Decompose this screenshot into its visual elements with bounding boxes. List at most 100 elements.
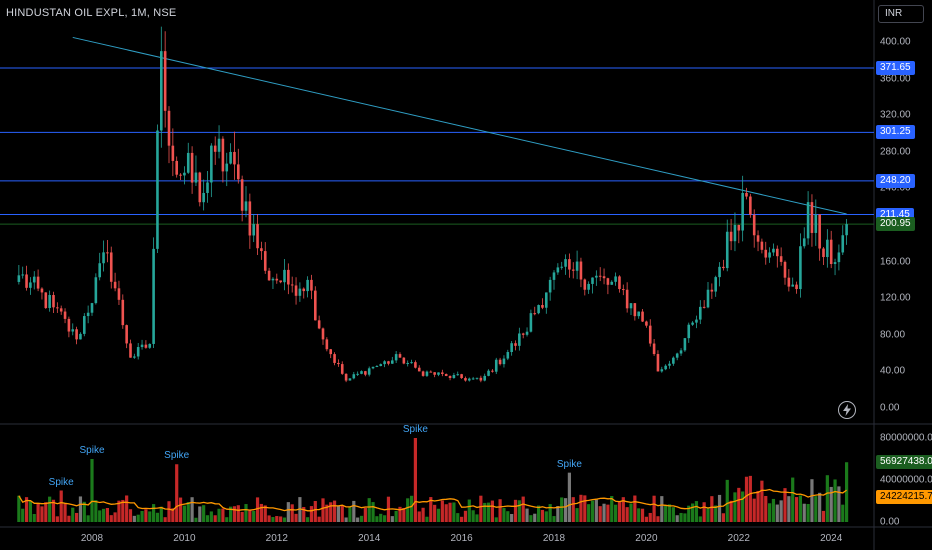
volume-bar	[837, 486, 841, 522]
candle	[699, 306, 702, 320]
candle	[564, 259, 567, 267]
candle	[579, 261, 583, 280]
volume-bar	[691, 503, 695, 522]
candle	[506, 352, 510, 359]
candle	[352, 374, 356, 379]
candle	[160, 51, 163, 131]
volume-bar	[494, 517, 498, 522]
volume-bar	[702, 502, 706, 522]
candle	[595, 275, 598, 278]
volume-bar	[98, 510, 102, 522]
volume-tick-label: 80000000.00	[880, 432, 932, 444]
candle	[425, 371, 429, 376]
time-tick-label: 2024	[820, 533, 843, 544]
candle	[379, 364, 383, 366]
candle	[695, 319, 698, 323]
volume-bar	[814, 496, 818, 522]
candle	[545, 292, 548, 308]
candle	[279, 280, 282, 283]
volume-bar	[486, 502, 491, 522]
candle	[448, 375, 452, 378]
volume-moving-average	[18, 488, 847, 512]
volume-bar	[675, 515, 679, 522]
horizontal-levels[interactable]	[0, 67, 874, 225]
candle	[529, 313, 533, 332]
volume-bar	[533, 513, 537, 522]
volume-bar	[248, 510, 252, 522]
volume-bar	[787, 496, 791, 522]
volume-bar	[325, 504, 329, 522]
volume-bar	[452, 502, 456, 522]
candle	[63, 311, 67, 319]
volume-bar	[71, 507, 75, 522]
candle	[483, 375, 486, 381]
volume-bar	[271, 517, 275, 522]
volume-bar	[687, 505, 691, 522]
volume-bar	[606, 504, 610, 522]
candle	[799, 246, 802, 290]
last-price-badge: 200.95	[876, 217, 915, 232]
candle	[610, 281, 614, 285]
symbol-title[interactable]: HINDUSTAN OIL EXPL, 1M, NSE	[6, 7, 177, 19]
candle	[210, 145, 213, 183]
candle	[737, 225, 741, 231]
last-volume-badge: 56927438.00	[876, 455, 932, 470]
currency-button[interactable]: INR	[878, 5, 924, 23]
volume-tick-label: 40000000.00	[880, 474, 932, 486]
volume-bar	[217, 508, 221, 522]
price-tick-label: 80.00	[880, 329, 906, 341]
time-tick-label: 2018	[542, 533, 566, 544]
candle	[294, 285, 298, 296]
level-badge: 371.65	[876, 60, 915, 75]
volume-bar	[433, 504, 437, 522]
volume-bar	[336, 505, 340, 522]
volume-bar	[560, 497, 564, 522]
candle	[702, 306, 706, 308]
volume-bar	[128, 509, 133, 522]
volume-bars	[17, 438, 849, 522]
candle	[733, 225, 737, 242]
volume-bar	[348, 506, 352, 522]
volume-bar	[794, 497, 799, 522]
candle	[340, 364, 344, 374]
volume-bar	[329, 502, 333, 522]
volume-bar	[810, 479, 814, 522]
candle	[575, 261, 579, 271]
volume-bar	[590, 500, 595, 522]
candle	[179, 174, 182, 176]
trendline[interactable]	[72, 36, 847, 215]
volume-bar	[282, 517, 287, 522]
volume-bar	[479, 495, 483, 522]
price-tick-label: 160.00	[880, 256, 911, 268]
candle	[560, 266, 563, 268]
volume-bar	[356, 517, 360, 522]
candle	[787, 277, 791, 287]
volume-bar	[148, 511, 152, 522]
volume-bar	[105, 508, 109, 522]
candle	[391, 360, 394, 364]
candle	[32, 276, 36, 283]
candle	[433, 372, 436, 375]
candle	[271, 278, 275, 281]
volume-bar	[236, 505, 240, 522]
candle	[691, 322, 694, 325]
candle	[571, 269, 575, 271]
candle	[375, 365, 379, 367]
volume-bar	[421, 507, 425, 522]
candle	[437, 372, 440, 375]
spike-label: Spike	[556, 458, 582, 470]
volume-bar	[394, 510, 398, 522]
volume-bar	[429, 497, 433, 522]
volume-bar	[17, 495, 21, 522]
candle	[125, 325, 128, 344]
candlestick-series	[17, 26, 848, 383]
volume-bar	[783, 488, 787, 522]
flash-icon[interactable]	[838, 401, 856, 419]
ma-line	[18, 488, 847, 512]
volume-bar	[371, 502, 375, 522]
candle	[67, 318, 71, 332]
candle	[783, 261, 787, 278]
candle	[102, 252, 105, 264]
